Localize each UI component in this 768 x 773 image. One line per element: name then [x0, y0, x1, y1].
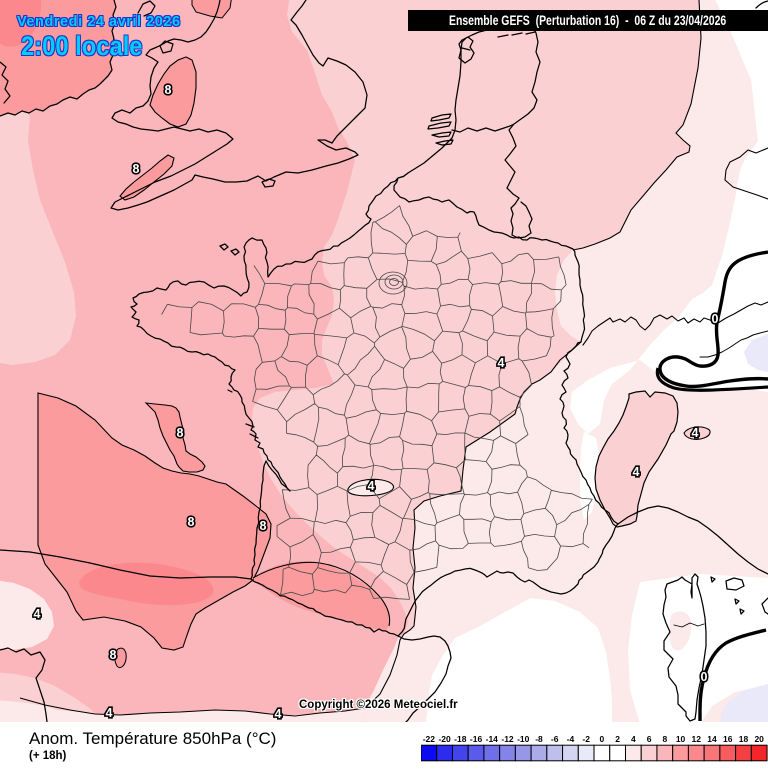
svg-text:-4: -4	[567, 734, 575, 744]
svg-text:0: 0	[701, 670, 708, 684]
svg-text:-16: -16	[470, 734, 483, 744]
svg-text:0: 0	[600, 734, 605, 744]
svg-text:8: 8	[188, 515, 195, 529]
svg-text:-20: -20	[438, 734, 451, 744]
svg-text:14: 14	[707, 734, 717, 744]
svg-text:2: 2	[615, 734, 620, 744]
svg-text:4: 4	[275, 707, 282, 721]
svg-text:8: 8	[177, 426, 184, 440]
svg-text:-12: -12	[501, 734, 514, 744]
svg-text:-10: -10	[517, 734, 530, 744]
svg-text:18: 18	[739, 734, 749, 744]
svg-text:0: 0	[712, 312, 719, 326]
svg-text:16: 16	[723, 734, 733, 744]
svg-text:8: 8	[165, 83, 172, 97]
svg-text:4: 4	[498, 356, 505, 370]
svg-text:20: 20	[754, 734, 764, 744]
svg-text:-6: -6	[551, 734, 559, 744]
svg-text:4: 4	[631, 734, 636, 744]
svg-text:4: 4	[692, 426, 699, 440]
svg-text:8: 8	[133, 162, 140, 176]
svg-text:-8: -8	[535, 734, 543, 744]
svg-text:8: 8	[110, 648, 117, 662]
svg-text:-14: -14	[486, 734, 499, 744]
svg-text:10: 10	[676, 734, 686, 744]
svg-text:6: 6	[647, 734, 652, 744]
svg-text:8: 8	[260, 519, 267, 533]
svg-text:4: 4	[34, 607, 41, 621]
svg-text:4: 4	[633, 465, 640, 479]
svg-text:4: 4	[368, 479, 375, 493]
svg-text:-2: -2	[582, 734, 590, 744]
svg-text:-22: -22	[423, 734, 436, 744]
svg-text:-18: -18	[454, 734, 467, 744]
svg-text:8: 8	[662, 734, 667, 744]
svg-text:12: 12	[692, 734, 702, 744]
svg-text:4: 4	[106, 706, 113, 720]
